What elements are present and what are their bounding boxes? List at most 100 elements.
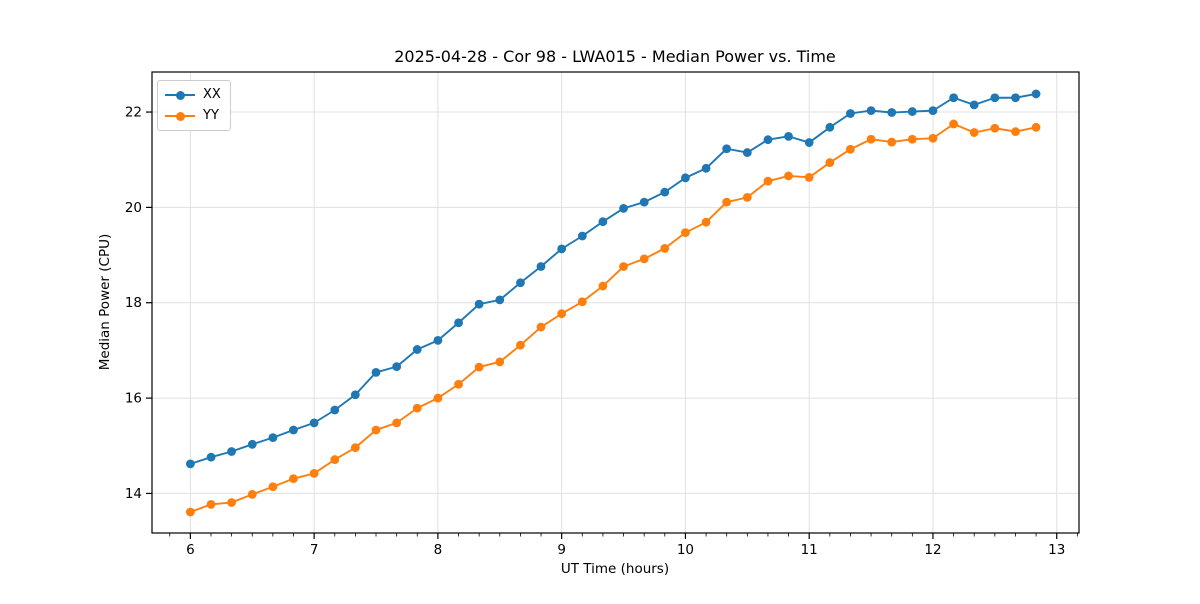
data-point-yy xyxy=(371,425,381,435)
data-point-yy xyxy=(577,297,587,307)
legend-dot-icon xyxy=(176,112,185,121)
x-tick-label: 7 xyxy=(310,542,319,558)
data-point-yy xyxy=(598,281,608,291)
data-point-xx xyxy=(516,278,525,288)
data-point-xx xyxy=(763,135,773,145)
data-point-yy xyxy=(206,500,216,509)
data-point-yy xyxy=(742,192,752,202)
data-point-xx xyxy=(433,336,443,345)
data-point-xx xyxy=(371,367,381,377)
data-point-yy xyxy=(681,228,690,238)
series-line-yy xyxy=(190,123,1037,513)
data-point-yy xyxy=(350,443,360,453)
data-point-xx xyxy=(247,439,257,449)
data-point-xx xyxy=(742,148,752,157)
data-point-yy xyxy=(330,455,340,464)
data-point-yy xyxy=(433,393,443,403)
data-point-xx xyxy=(619,203,628,213)
data-point-yy xyxy=(639,254,649,264)
data-point-yy xyxy=(619,262,628,271)
data-point-xx xyxy=(268,433,278,443)
data-point-xx xyxy=(350,390,360,400)
data-point-xx xyxy=(846,109,855,118)
data-point-yy xyxy=(887,137,897,147)
data-point-xx xyxy=(969,100,979,110)
data-point-yy xyxy=(990,123,1000,133)
x-tick-label: 6 xyxy=(186,542,195,558)
x-tick-label: 9 xyxy=(557,542,566,558)
data-point-xx xyxy=(825,122,835,132)
y-tick-label: 18 xyxy=(125,295,142,311)
data-point-xx xyxy=(784,131,793,141)
y-tick-label: 22 xyxy=(125,105,142,121)
x-tick-label: 12 xyxy=(924,542,941,558)
data-point-yy xyxy=(866,134,876,144)
data-point-xx xyxy=(598,217,608,227)
y-axis-label: Median Power (CPU) xyxy=(97,233,113,371)
data-point-yy xyxy=(784,171,793,181)
data-point-yy xyxy=(1031,122,1041,132)
legend-label-yy: YY xyxy=(203,108,219,123)
data-point-xx xyxy=(474,299,484,309)
data-point-xx xyxy=(412,345,422,354)
data-point-xx xyxy=(577,231,587,241)
data-point-xx xyxy=(887,108,897,117)
data-point-xx xyxy=(639,197,649,207)
x-tick-label: 11 xyxy=(801,542,818,558)
data-point-yy xyxy=(907,134,917,144)
legend-dot-icon xyxy=(176,91,185,100)
data-point-xx xyxy=(722,144,732,154)
data-point-yy xyxy=(536,322,546,332)
data-point-yy xyxy=(722,197,732,207)
data-point-yy xyxy=(185,507,195,517)
x-tick-label: 10 xyxy=(677,542,694,558)
data-point-yy xyxy=(969,128,979,137)
data-point-xx xyxy=(206,452,216,462)
data-point-xx xyxy=(928,106,938,116)
y-tick-label: 14 xyxy=(125,486,142,502)
data-point-yy xyxy=(392,418,402,428)
data-point-xx xyxy=(949,93,959,103)
data-point-xx xyxy=(701,163,711,173)
data-point-yy xyxy=(309,469,319,478)
data-point-xx xyxy=(990,93,1000,103)
data-point-xx xyxy=(681,173,690,183)
data-point-yy xyxy=(516,340,525,350)
data-point-xx xyxy=(804,138,814,147)
data-point-xx xyxy=(660,187,670,197)
x-tick-label: 8 xyxy=(434,542,443,558)
data-point-yy xyxy=(289,474,298,484)
data-point-xx xyxy=(1031,89,1041,99)
data-point-yy xyxy=(949,119,959,129)
y-tick-label: 20 xyxy=(125,200,142,216)
x-tick-label: 13 xyxy=(1048,542,1065,558)
data-point-yy xyxy=(846,144,855,154)
data-point-yy xyxy=(701,217,711,227)
data-point-xx xyxy=(495,295,505,305)
data-point-xx xyxy=(330,405,340,415)
data-point-yy xyxy=(557,309,567,319)
data-point-yy xyxy=(660,243,670,253)
legend-item-yy: YY xyxy=(165,107,221,125)
data-point-yy xyxy=(412,403,422,413)
data-point-yy xyxy=(454,379,463,389)
data-point-xx xyxy=(392,362,402,372)
y-tick-label: 16 xyxy=(125,391,142,407)
data-point-yy xyxy=(825,158,835,167)
legend: XX YY xyxy=(157,80,231,131)
data-point-yy xyxy=(474,362,484,372)
data-point-xx xyxy=(289,425,298,435)
legend-swatch-yy xyxy=(165,109,195,123)
data-point-xx xyxy=(866,106,876,116)
data-point-yy xyxy=(804,172,814,182)
legend-swatch-xx xyxy=(165,88,195,102)
data-point-xx xyxy=(309,418,319,428)
data-point-yy xyxy=(928,133,938,143)
chart-title: 2025-04-28 - Cor 98 - LWA015 - Median Po… xyxy=(394,47,836,66)
data-point-xx xyxy=(185,459,195,469)
legend-item-xx: XX xyxy=(165,86,221,104)
data-point-xx xyxy=(454,318,463,328)
data-point-xx xyxy=(557,244,567,254)
